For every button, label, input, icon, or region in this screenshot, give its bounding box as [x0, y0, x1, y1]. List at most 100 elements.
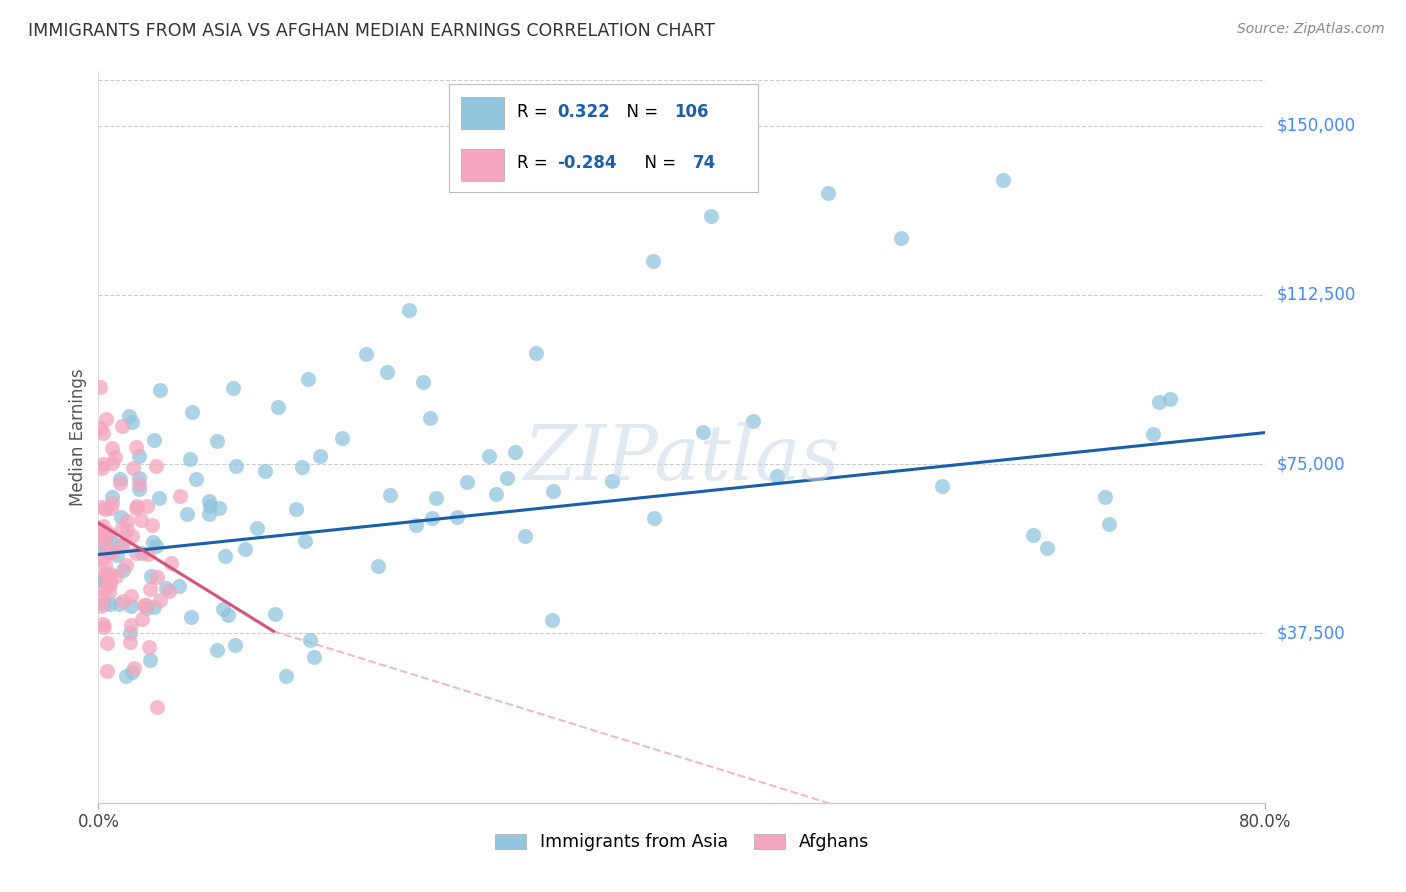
Point — [540, 613, 562, 627]
Point — [91, 590, 114, 604]
Point — [94, 502, 117, 516]
Point — [91, 519, 114, 533]
Point — [446, 510, 468, 524]
Point — [197, 494, 219, 508]
Point — [128, 482, 150, 496]
Point — [110, 509, 132, 524]
Point — [641, 254, 664, 268]
Point — [456, 475, 478, 490]
Point — [1094, 491, 1116, 505]
Point — [330, 432, 353, 446]
Point — [285, 502, 308, 516]
Point — [297, 372, 319, 386]
Point — [122, 660, 145, 674]
Point — [1021, 528, 1043, 542]
Point — [405, 518, 427, 533]
Point — [98, 576, 121, 591]
Point — [111, 419, 134, 434]
Point — [90, 599, 112, 613]
Point — [97, 525, 120, 540]
Point — [222, 381, 245, 395]
Point — [274, 669, 297, 683]
Point — [128, 471, 150, 485]
Point — [160, 557, 183, 571]
Text: IMMIGRANTS FROM ASIA VS AFGHAN MEDIAN EARNINGS CORRELATION CHART: IMMIGRANTS FROM ASIA VS AFGHAN MEDIAN EA… — [28, 22, 716, 40]
Point — [93, 557, 115, 571]
Point — [93, 574, 115, 588]
Point — [91, 425, 114, 440]
Point — [254, 464, 277, 478]
Point — [100, 496, 122, 510]
Point — [1098, 516, 1121, 531]
Point — [128, 449, 150, 463]
Point — [94, 536, 117, 550]
Point — [146, 700, 169, 714]
Point — [93, 543, 115, 558]
Point — [513, 528, 536, 542]
Point — [214, 549, 236, 563]
Point — [93, 620, 115, 634]
Point — [142, 433, 165, 447]
Point — [132, 598, 155, 612]
Point — [142, 535, 165, 549]
Point — [108, 472, 131, 486]
Point — [121, 415, 143, 429]
Point — [224, 639, 246, 653]
Point — [131, 612, 153, 626]
Text: Source: ZipAtlas.com: Source: ZipAtlas.com — [1237, 22, 1385, 37]
Point — [136, 500, 159, 514]
Point — [118, 635, 141, 649]
Point — [101, 545, 124, 559]
Point — [110, 538, 132, 552]
Point — [120, 589, 142, 603]
Text: $37,500: $37,500 — [1277, 624, 1346, 642]
Point — [233, 542, 256, 557]
Point — [420, 511, 443, 525]
Point — [159, 583, 181, 598]
Text: $150,000: $150,000 — [1277, 117, 1355, 135]
Point — [112, 594, 135, 608]
Point — [1036, 541, 1059, 555]
Point — [101, 490, 124, 504]
Point — [149, 593, 172, 607]
Point — [94, 412, 117, 426]
Point — [179, 451, 201, 466]
Point — [543, 484, 565, 499]
Point — [125, 546, 148, 560]
Point — [91, 457, 114, 471]
Point — [110, 521, 132, 535]
Point — [742, 414, 765, 428]
Point — [94, 531, 117, 545]
Point — [139, 653, 162, 667]
Point — [931, 479, 953, 493]
Point — [101, 456, 124, 470]
Point — [524, 345, 547, 359]
Point — [110, 475, 132, 490]
Point — [90, 531, 112, 545]
Point — [120, 599, 142, 613]
Point — [412, 376, 434, 390]
Point — [496, 471, 519, 485]
Point — [198, 500, 221, 514]
Point — [135, 601, 157, 615]
Point — [108, 597, 131, 611]
Point — [135, 598, 157, 612]
Point — [104, 450, 127, 464]
Point — [94, 566, 117, 580]
Point — [1149, 395, 1171, 409]
Point — [149, 383, 172, 397]
Point — [94, 568, 117, 582]
Point — [96, 664, 118, 678]
Point — [817, 186, 839, 201]
Point — [98, 573, 121, 587]
Point — [117, 409, 139, 423]
Point — [121, 665, 143, 679]
Point — [90, 522, 112, 536]
Point — [181, 405, 204, 419]
Point — [121, 529, 143, 543]
Point — [478, 449, 501, 463]
Point — [131, 513, 153, 527]
Point — [212, 602, 235, 616]
Point — [100, 533, 122, 548]
Point — [124, 441, 146, 455]
